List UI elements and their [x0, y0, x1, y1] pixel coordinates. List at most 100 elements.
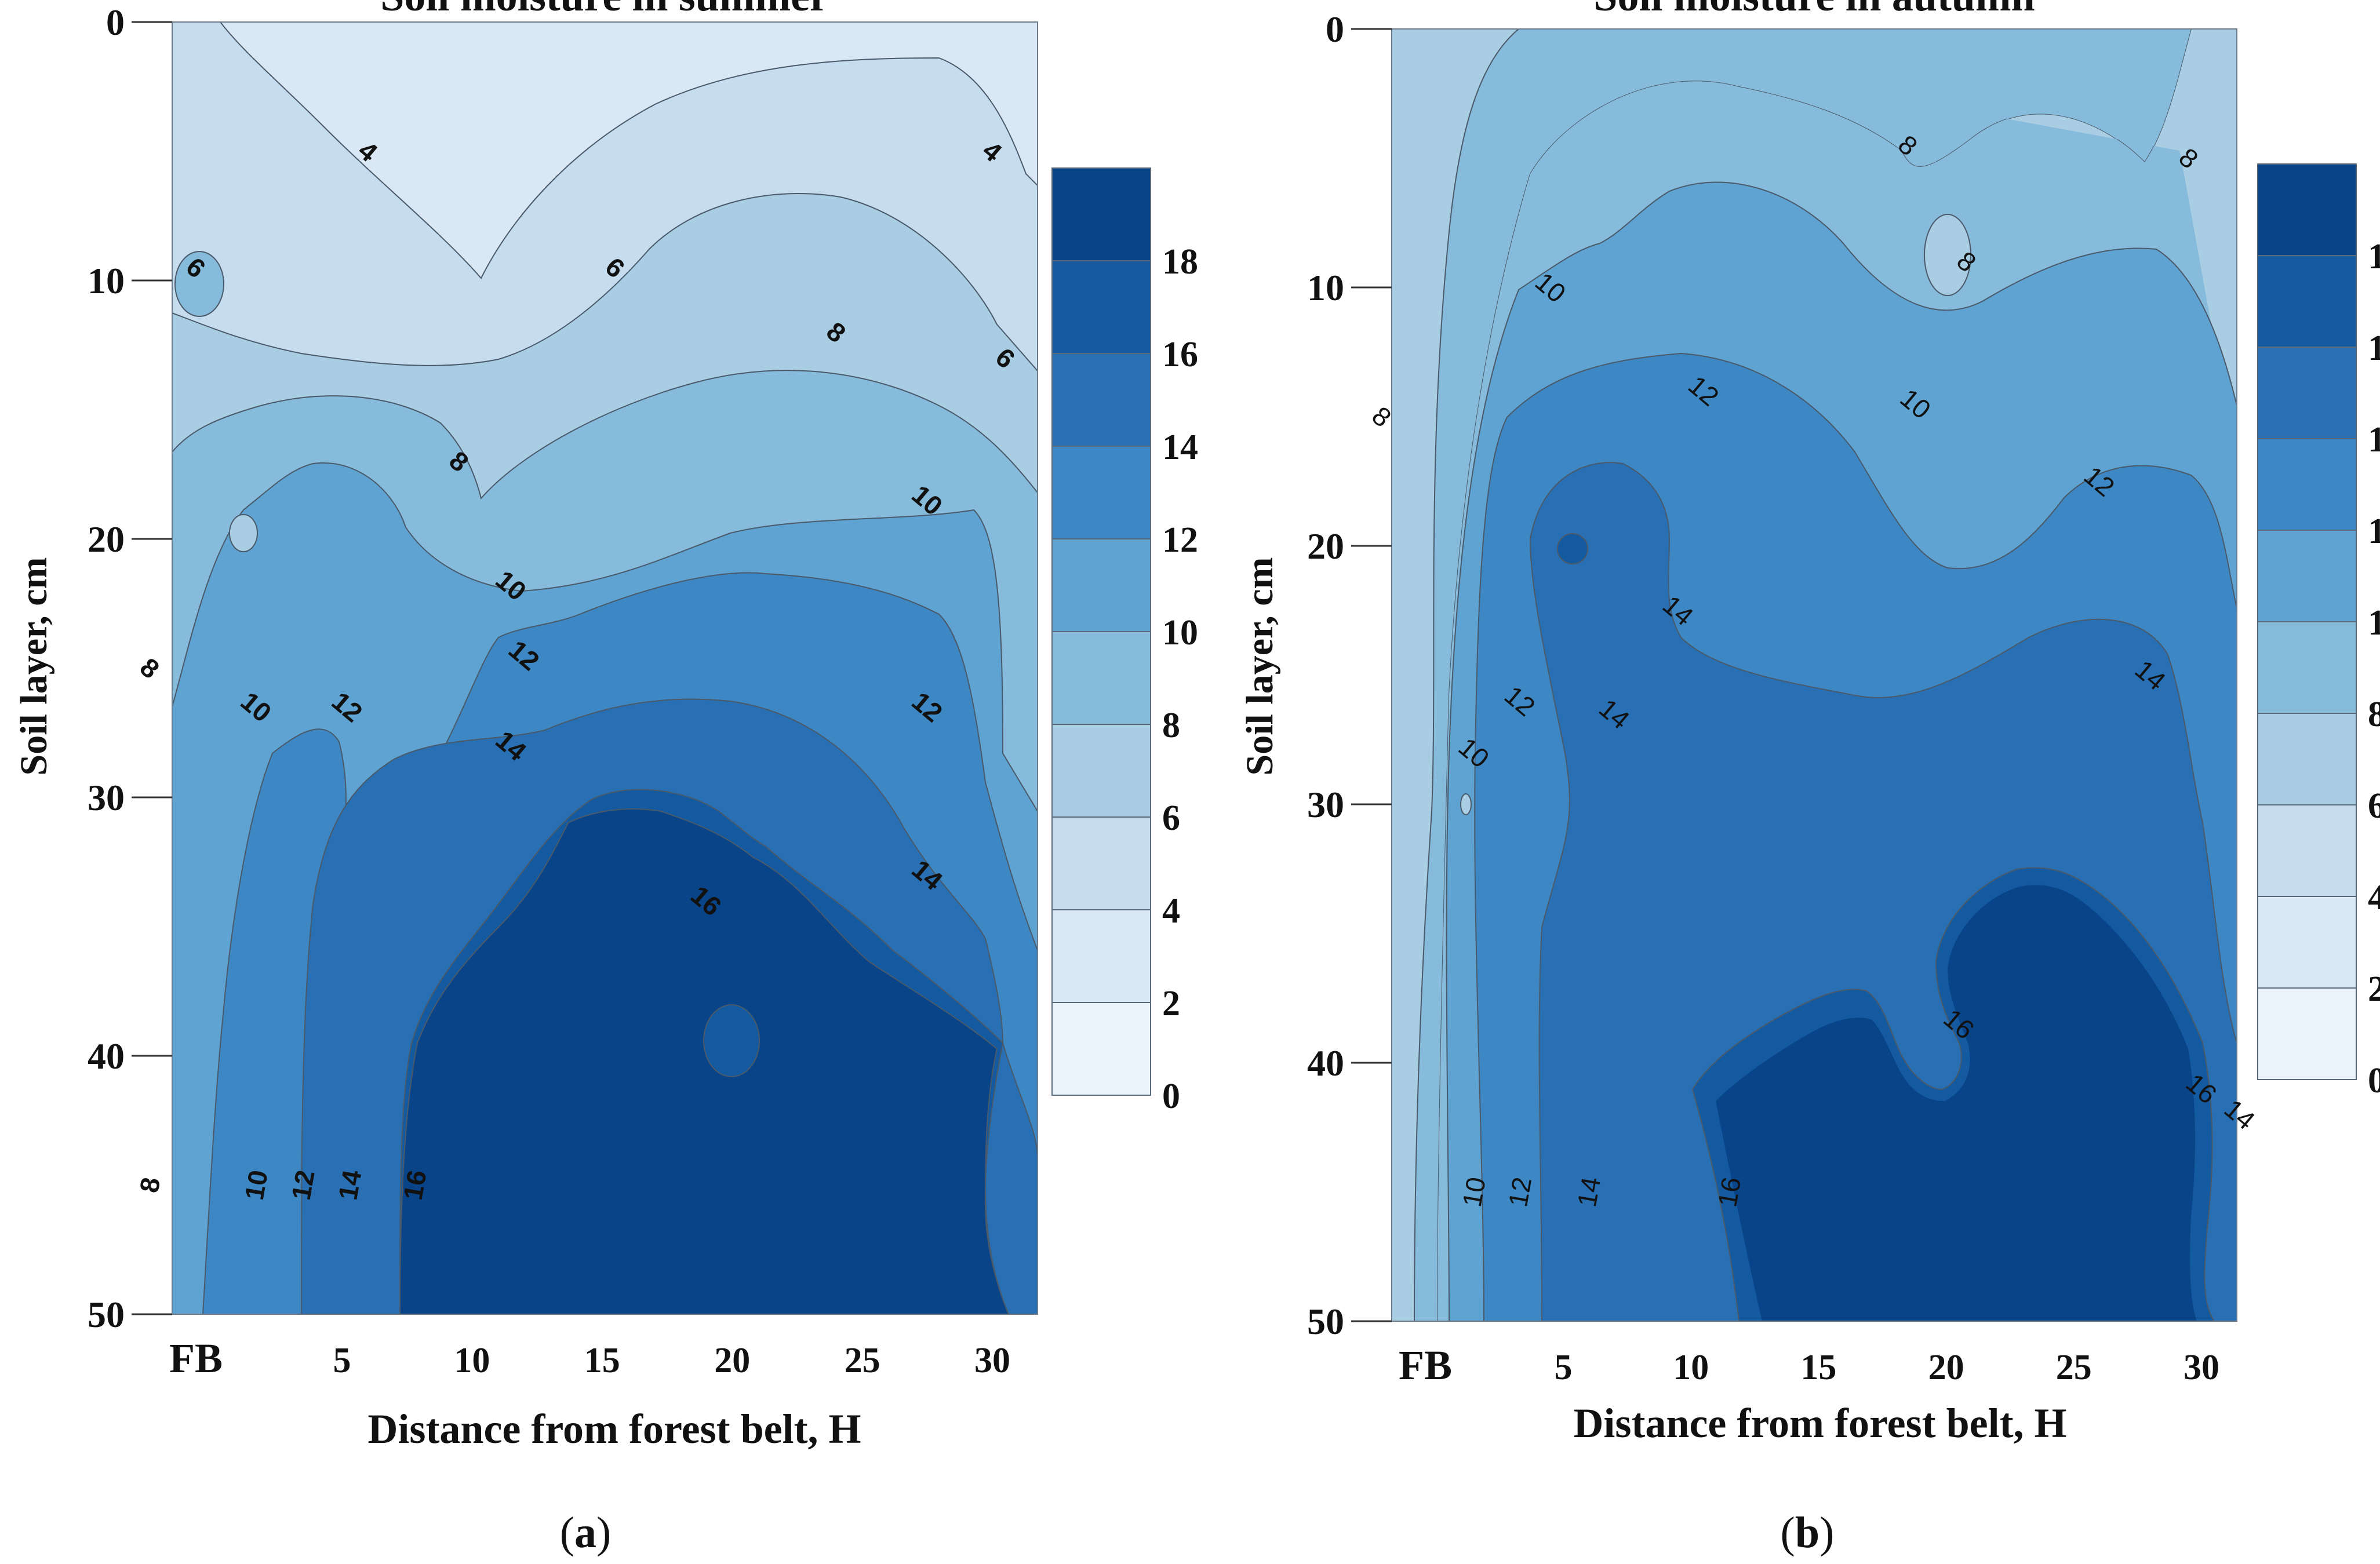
y-tick-label: 40: [88, 1036, 125, 1077]
panel-b-y-axis: 0 10 20 30 40 50: [1307, 9, 1392, 1342]
panel-b-band-16-18-deep: [1716, 885, 2197, 1321]
y-tick-label: 50: [1307, 1301, 1344, 1342]
colorbar-tick-label: 10: [2368, 603, 2380, 643]
panel-a: Soil moisture in summer 4466688881010101…: [13, 0, 1198, 1557]
x-tick-label: 30: [974, 1341, 1010, 1380]
y-tick-label: 0: [106, 2, 125, 43]
colorbar-band: [1051, 631, 1151, 725]
panel-a-x-axis-label: Distance from forest belt, H: [367, 1406, 861, 1452]
y-tick-label: 40: [1307, 1042, 1344, 1084]
panel-b-spot-20-8: [1924, 214, 1971, 296]
contour-label: 10: [1457, 1175, 1491, 1209]
colorbar-band: [1051, 538, 1151, 632]
colorbar-tick-label: 12: [2368, 512, 2380, 551]
colorbar-tick-label: 0: [1162, 1077, 1180, 1116]
colorbar-band: [2257, 530, 2357, 622]
y-tick-label: 20: [1307, 526, 1344, 567]
contour-label: 8: [134, 1175, 166, 1195]
x-tick-label: 25: [845, 1341, 880, 1380]
colorbar-band: [2257, 347, 2357, 439]
panel-a-spot-fb-10: [174, 251, 224, 317]
contour-label: 8: [134, 652, 165, 684]
colorbar-band: [2257, 713, 2357, 805]
x-tick-label: FB: [169, 1335, 223, 1381]
x-tick-label: 25: [2056, 1348, 2092, 1387]
panel-b-spot-5-20: [1557, 533, 1588, 564]
colorbar-tick-label: 2: [2368, 969, 2380, 1009]
x-tick-label: 10: [454, 1341, 490, 1380]
colorbar-tick-label: 8: [1162, 706, 1180, 745]
colorbar-band: [1051, 446, 1151, 539]
colorbar-tick-label: 4: [1162, 891, 1180, 931]
panel-a-letter: (a): [560, 1508, 612, 1557]
colorbar-tick-label: 16: [1162, 335, 1198, 374]
colorbar-tick-label: 8: [2368, 695, 2380, 734]
colorbar-band: [2257, 896, 2357, 989]
colorbar-band: [2257, 621, 2357, 714]
colorbar-band: [2257, 255, 2357, 348]
panel-b-colorbar: 0 2 4 6 8 10 12 14 16 18: [2257, 163, 2380, 1100]
x-tick-label: 15: [584, 1341, 620, 1380]
panel-b: Soil moisture in autumn 8888101010101212…: [1239, 0, 2380, 1557]
panel-a-y-axis-label: Soil layer, cm: [13, 557, 55, 775]
panel-b-y-axis-label: Soil layer, cm: [1239, 557, 1281, 775]
colorbar-band: [1051, 260, 1151, 354]
panel-a-y-axis: 0 10 20 30 40 50: [88, 2, 172, 1335]
y-tick-label: 10: [1307, 267, 1344, 308]
contour-label: 14: [1571, 1175, 1606, 1209]
contour-label: 12: [286, 1168, 321, 1202]
x-tick-label: 15: [1800, 1348, 1836, 1387]
colorbar-tick-label: 6: [2368, 786, 2380, 826]
colorbar-band: [1051, 1002, 1151, 1096]
panel-a-spot-fb-20: [229, 514, 258, 552]
colorbar-tick-label: 10: [1162, 613, 1198, 652]
colorbar-band: [1051, 909, 1151, 1003]
y-tick-label: 50: [88, 1294, 125, 1335]
y-tick-label: 20: [88, 519, 125, 560]
x-tick-label: FB: [1399, 1342, 1452, 1388]
colorbar-band: [1051, 167, 1151, 261]
x-tick-label: 5: [333, 1341, 351, 1380]
panel-a-plot-frame: [172, 21, 1038, 1315]
panel-b-contour-fill: [1392, 29, 2237, 1321]
colorbar-tick-label: 0: [2368, 1061, 2380, 1100]
contour-label: 10: [239, 1168, 274, 1202]
colorbar-band: [2257, 163, 2357, 256]
panel-a-contour-fill: [172, 22, 1038, 1314]
contour-label: 14: [332, 1168, 367, 1202]
colorbar-tick-label: 18: [2368, 237, 2380, 276]
y-tick-label: 30: [1307, 784, 1344, 825]
panel-b-plot-frame: [1391, 28, 2237, 1322]
colorbar-tick-label: 18: [1162, 242, 1198, 282]
x-tick-label: 20: [1928, 1348, 1964, 1387]
x-tick-label: 10: [1673, 1348, 1709, 1387]
colorbar-band: [1051, 816, 1151, 910]
colorbar-tick-label: 4: [2368, 878, 2380, 917]
colorbar-band: [1051, 353, 1151, 447]
colorbar-tick-label: 2: [1162, 984, 1180, 1023]
colorbar-band: [2257, 438, 2357, 531]
contour-label: 16: [1712, 1175, 1746, 1209]
panel-b-x-axis-label: Distance from forest belt, H: [1573, 1400, 2066, 1446]
y-tick-label: 30: [88, 777, 125, 818]
panel-b-spot-fb-30: [1460, 793, 1472, 815]
panel-a-title: Soil moisture in summer: [380, 0, 829, 20]
panel-b-title: Soil moisture in autumn: [1593, 0, 2035, 20]
y-tick-label: 10: [88, 260, 125, 301]
contour-label: 16: [398, 1168, 432, 1202]
colorbar-tick-label: 6: [1162, 799, 1180, 838]
contour-label: 12: [1502, 1175, 1537, 1209]
panel-a-spot-20-40: [703, 1004, 760, 1077]
colorbar-band: [2257, 804, 2357, 897]
panel-a-band-16-18-deep: [399, 808, 1010, 1314]
colorbar-tick-label: 12: [1162, 520, 1198, 560]
panel-a-x-axis: FB 5 10 15 20 25 30: [169, 1335, 1010, 1381]
x-tick-label: 5: [1555, 1348, 1573, 1387]
x-tick-label: 30: [2184, 1348, 2219, 1387]
colorbar-tick-label: 14: [2368, 420, 2380, 460]
x-tick-label: 20: [714, 1341, 750, 1380]
panel-b-letter: (b): [1781, 1508, 1835, 1557]
y-tick-label: 0: [1326, 9, 1344, 50]
colorbar-band: [2257, 987, 2357, 1080]
